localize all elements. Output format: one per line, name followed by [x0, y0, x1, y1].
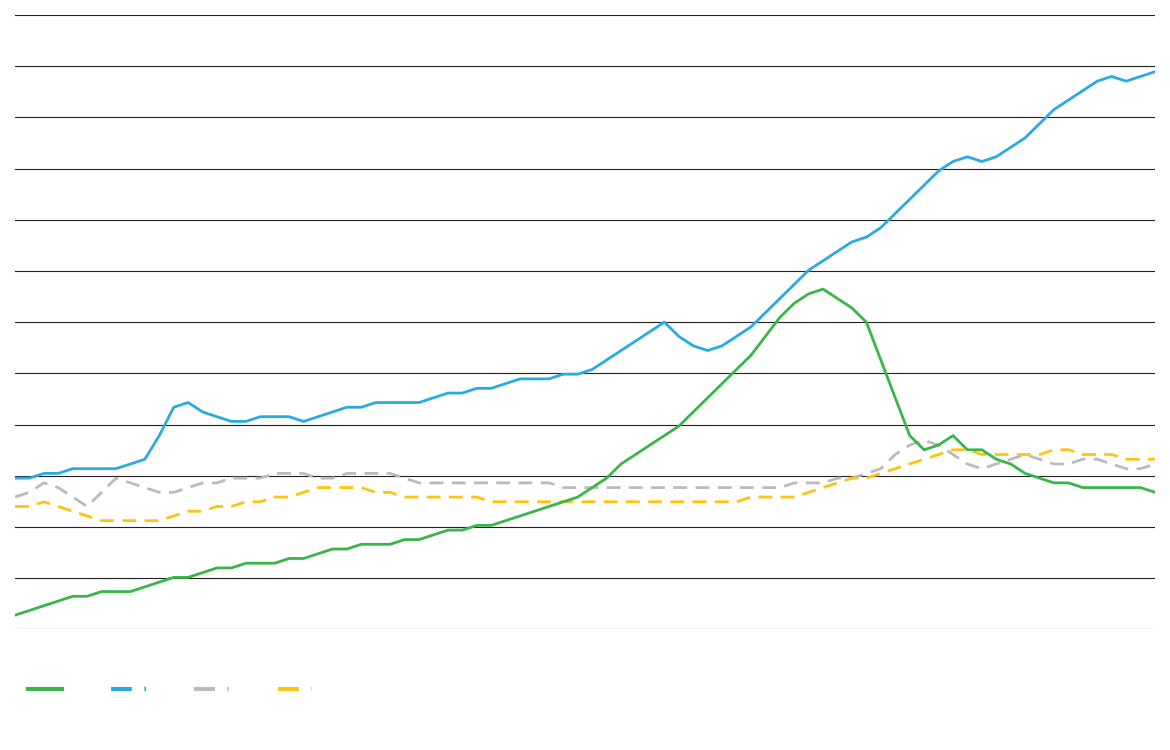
Legend: , , , : , , , — [22, 677, 325, 702]
